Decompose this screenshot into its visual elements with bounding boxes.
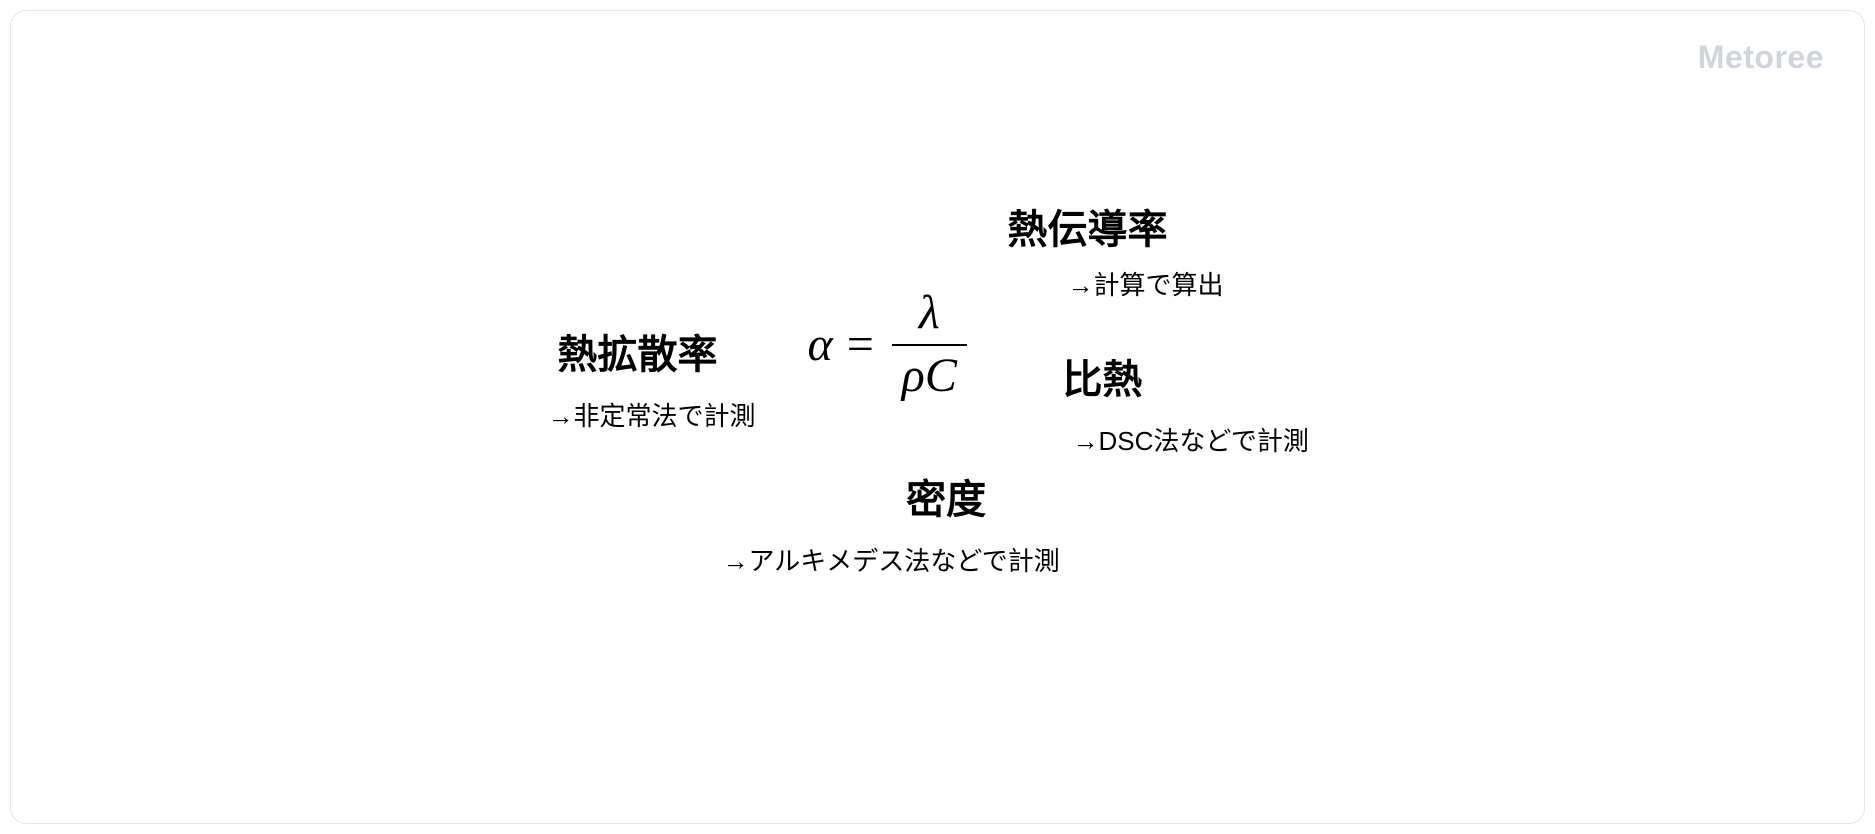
formula-fraction: λ ρC — [892, 287, 967, 403]
formula-denominator: ρC — [892, 346, 967, 403]
label-desc-lambda: →計算で算出 — [1068, 265, 1224, 302]
label-specific-heat: 比熱 →DSC法などで計測 — [1063, 347, 1309, 458]
label-desc-rho: →アルキメデス法などで計測 — [723, 541, 1060, 578]
diagram-content: α = λ ρC 熱拡散率 →非定常法で計測 熱伝導率 →計算で算出 比熱 →D… — [488, 167, 1388, 667]
label-thermal-diffusivity: 熱拡散率 →非定常法で計測 — [558, 322, 756, 433]
diagram-frame: Metoree α = λ ρC 熱拡散率 →非定常法で計測 熱伝導率 →計算で… — [10, 10, 1865, 824]
label-title-c: 比熱 — [1063, 347, 1309, 405]
label-density: 密度 →アルキメデス法などで計測 — [833, 467, 1060, 578]
formula: α = λ ρC — [808, 287, 967, 403]
label-title-lambda: 熱伝導率 — [1008, 197, 1224, 255]
formula-numerator: λ — [905, 287, 954, 344]
watermark-text: Metoree — [1698, 39, 1824, 76]
formula-alpha: α — [808, 317, 833, 372]
label-title-alpha: 熱拡散率 — [558, 322, 756, 380]
formula-equals: = — [847, 317, 874, 372]
label-thermal-conductivity: 熱伝導率 →計算で算出 — [1008, 197, 1224, 302]
label-desc-alpha: →非定常法で計測 — [548, 396, 756, 433]
label-title-rho: 密度 — [833, 467, 1060, 525]
label-desc-c: →DSC法などで計測 — [1073, 421, 1309, 458]
